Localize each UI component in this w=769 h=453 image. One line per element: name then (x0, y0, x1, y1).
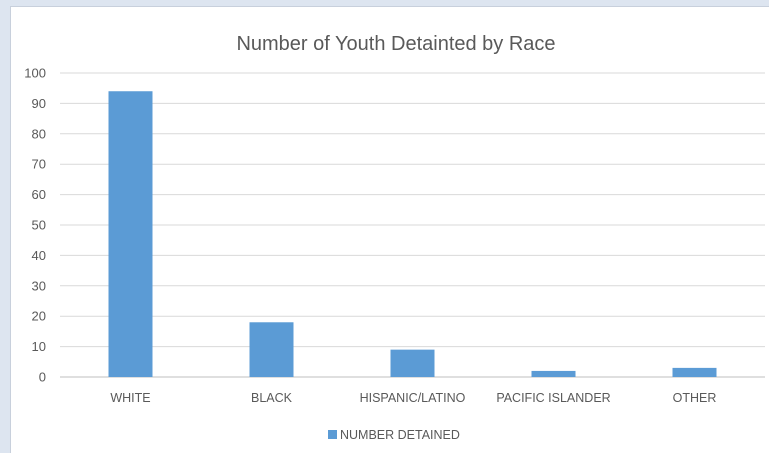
bars (108, 91, 717, 378)
bar-white (108, 91, 153, 378)
y-tick-label: 40 (32, 248, 46, 263)
chart-title: Number of Youth Detainted by Race (236, 33, 555, 55)
legend: NUMBER DETAINED (328, 428, 460, 442)
y-tick-label: 30 (32, 278, 46, 293)
legend-swatch (328, 430, 337, 439)
y-tick-label: 80 (32, 126, 46, 141)
y-tick-label: 100 (24, 66, 46, 81)
x-category-label: PACIFIC ISLANDER (496, 391, 610, 405)
bar-other (672, 367, 717, 377)
x-category-label: HISPANIC/LATINO (360, 391, 466, 405)
bar-pacific-islander (531, 370, 576, 377)
x-category-label: BLACK (251, 391, 293, 405)
y-tick-label: 10 (32, 339, 46, 354)
gridlines (60, 72, 765, 378)
x-category-label: OTHER (673, 391, 717, 405)
y-tick-label: 90 (32, 96, 46, 111)
bar-black (249, 322, 294, 377)
bar-hispanic-latino (390, 349, 435, 377)
legend-label: NUMBER DETAINED (340, 428, 460, 442)
y-tick-label: 60 (32, 187, 46, 202)
y-tick-label: 0 (39, 370, 46, 385)
y-axis-ticks: 0 10 20 30 40 50 60 70 80 90 100 (24, 66, 46, 385)
x-axis-categories: WHITE BLACK HISPANIC/LATINO PACIFIC ISLANDE… (110, 391, 716, 405)
y-tick-label: 20 (32, 309, 46, 324)
x-category-label: WHITE (110, 391, 150, 405)
y-tick-label: 50 (32, 218, 46, 233)
y-tick-label: 70 (32, 157, 46, 172)
